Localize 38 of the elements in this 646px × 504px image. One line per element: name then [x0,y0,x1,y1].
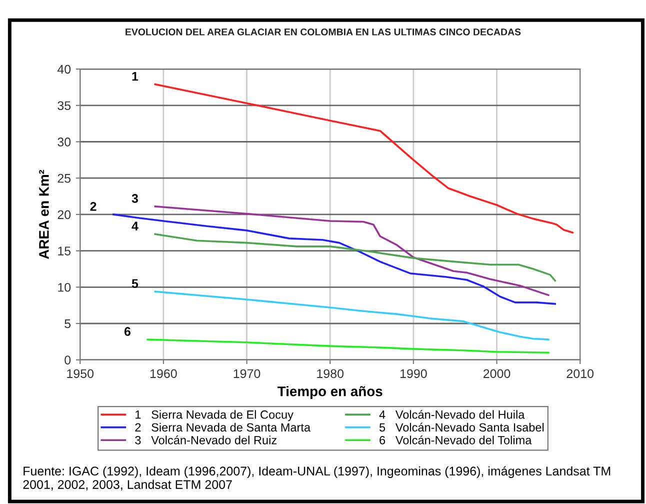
x-tick-label: 2000 [484,369,510,378]
y-tick-label: 20 [58,210,71,220]
y-tick-label: 15 [58,246,71,256]
line-series [112,214,556,305]
x-tick-label: 1950 [67,369,94,378]
x-tick-label: 1980 [317,369,344,378]
x-tick-label: 2010 [566,369,594,378]
annotation: 5 [132,279,138,288]
x-tick-label: 1960 [150,369,177,378]
annotation: 2 [90,202,96,211]
y-axis-title: AREA en Km² [39,170,49,259]
source-note: Fuente: IGAC (1992), Ideam (1996,2007), Ideam-UNAL (1997), Ingeominas (1996), imágenes Landsat TM 2001, 2002, 2003, Landsat ETM 2007 [23,466,610,490]
x-tick-label: 1970 [234,369,260,378]
y-tick-label: 30 [58,138,71,146]
y-tick-label: 25 [58,174,71,183]
line-series [154,206,550,296]
annotation: 3 [132,194,138,203]
legend-label: 2 Sierra Nevada de Santa Marta [135,422,311,432]
legend-label: 5 Volcán-Nevado Santa Isabel [379,422,544,432]
y-tick-label: 0 [64,356,71,365]
line-series [154,233,556,282]
legend-label: 4 Volcán-Nevado del Huila [379,410,525,419]
annotation: 4 [132,222,138,230]
y-tick-label: 5 [64,319,71,328]
annotation: 1 [132,72,138,81]
legend-label: 6 Volcán-Nevado del Tolima [380,436,532,444]
chart-title: EVOLUCION DEL AREA GLACIAR EN COLOMBIA EN LAS ULTIMAS CINCO DECADAS [126,28,521,36]
y-tick-label: 40 [57,64,71,74]
line-series [146,338,550,354]
annotation: 6 [124,327,130,336]
y-tick-label: 35 [58,101,71,110]
y-tick-label: 10 [58,282,71,292]
legend-label: 3 Volcán-Nevado del Ruiz [135,436,276,444]
legend-label: 1 Sierra Nevada de El Cocuy [136,410,294,422]
line-series [154,290,550,340]
x-axis-title: Tiempo en años [278,386,382,400]
line-series [154,83,574,234]
x-tick-label: 1990 [400,369,427,378]
